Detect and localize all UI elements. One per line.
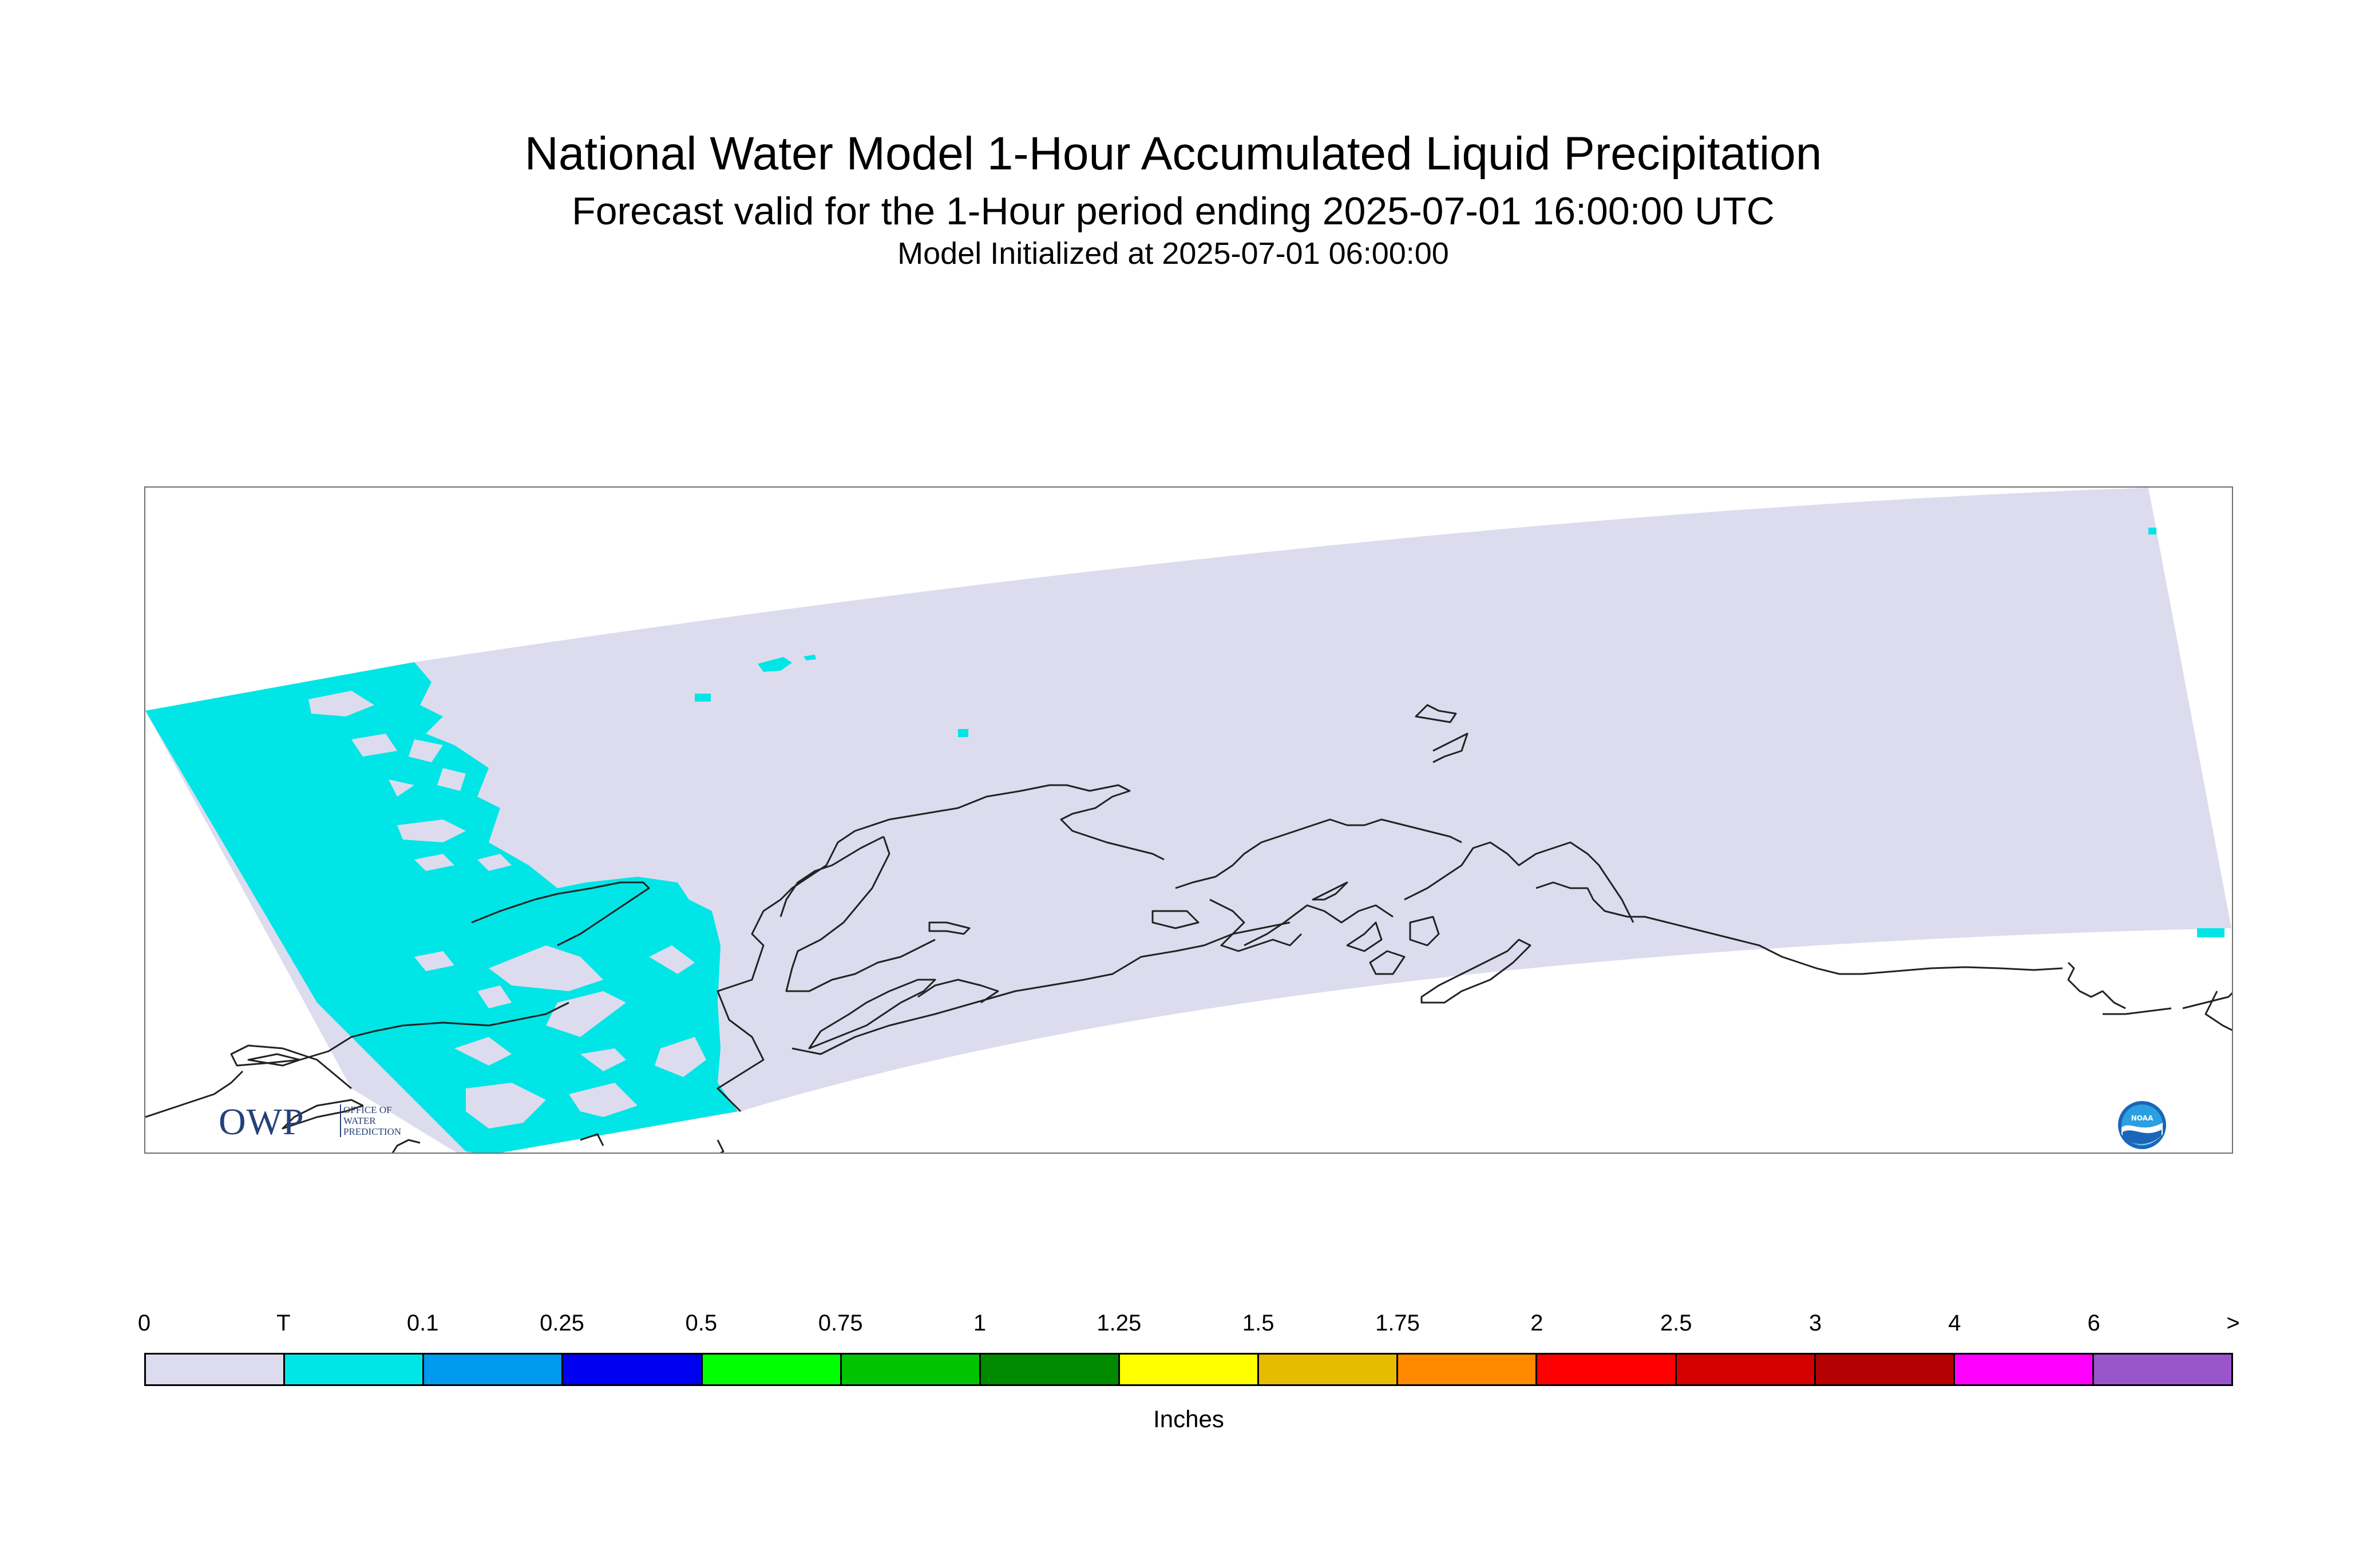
owp-subtext-line: PREDICTION	[343, 1126, 402, 1137]
legend-tick-label: 0.75	[818, 1310, 863, 1336]
noaa-logo: NOAA	[2117, 1100, 2167, 1150]
legend-swatch	[1815, 1355, 1955, 1384]
legend-tick-label: 6	[2087, 1310, 2100, 1336]
legend-color-bar	[144, 1353, 2233, 1386]
legend-swatch	[1537, 1355, 1677, 1384]
legend-tick-label: 1.5	[1242, 1310, 1274, 1336]
owp-subtext-line: OFFICE OF	[343, 1104, 392, 1115]
legend-swatch	[285, 1355, 425, 1384]
color-legend: 0 T 0.1 0.25 0.5 0.75 1 1.25 1.5 1.75 2 2.5 3 4 6 > Inc…	[138, 1310, 2240, 1436]
legend-tick-label: 1.25	[1097, 1310, 1142, 1336]
legend-swatch	[1398, 1355, 1538, 1384]
noaa-logo-icon: NOAA	[2118, 1101, 2166, 1149]
trace-precip-cells	[695, 528, 2224, 937]
legend-tick-label: 0.1	[406, 1310, 439, 1336]
model-initialized-text: Model Initialized at 2025-07-01 06:00:00	[897, 236, 1449, 271]
owp-logo-subtext: OFFICE OF WATER PREDICTION	[340, 1104, 401, 1137]
legend-tick-label: 0	[137, 1310, 151, 1336]
legend-swatch	[146, 1355, 286, 1384]
legend-tick-label: 0.5	[685, 1310, 718, 1336]
map-panel: OWP OFFICE OF WATER PREDICTION NOAA	[144, 486, 2233, 1154]
legend-swatch	[563, 1355, 703, 1384]
legend-tick-label: T	[276, 1310, 291, 1336]
legend-tick-label: 2	[1530, 1310, 1543, 1336]
legend-tick-label: 3	[1808, 1310, 1822, 1336]
coastline	[145, 704, 2232, 1153]
legend-swatch	[980, 1355, 1120, 1384]
legend-swatch	[1259, 1355, 1399, 1384]
owp-logo-text: OWP	[219, 1101, 304, 1143]
legend-tick-label: 2.5	[1660, 1310, 1692, 1336]
map-title: National Water Model 1-Hour Accumulated …	[524, 128, 1822, 180]
no-precip-patches	[308, 691, 706, 1129]
legend-swatch	[841, 1355, 981, 1384]
legend-swatch	[1954, 1355, 2094, 1384]
legend-swatch	[1119, 1355, 1260, 1384]
legend-swatch	[2093, 1355, 2232, 1384]
forecast-valid-subtitle: Forecast valid for the 1-Hour period end…	[572, 189, 1775, 233]
owp-subtext-line: WATER	[343, 1115, 376, 1126]
precipitation-map	[145, 488, 2232, 1153]
noaa-logo-text: NOAA	[2131, 1114, 2154, 1122]
legend-tick-label: >	[2226, 1310, 2240, 1336]
legend-tick-label: 4	[1948, 1310, 1961, 1336]
legend-swatch	[424, 1355, 564, 1384]
legend-tick-label: 1.75	[1375, 1310, 1420, 1336]
legend-swatch	[702, 1355, 842, 1384]
legend-tick-label: 1	[973, 1310, 987, 1336]
legend-tick-label: 0.25	[540, 1310, 584, 1336]
legend-swatch	[1676, 1355, 1816, 1384]
owp-logo: OWP OFFICE OF WATER PREDICTION	[219, 1101, 430, 1143]
legend-units-label: Inches	[1153, 1405, 1224, 1432]
